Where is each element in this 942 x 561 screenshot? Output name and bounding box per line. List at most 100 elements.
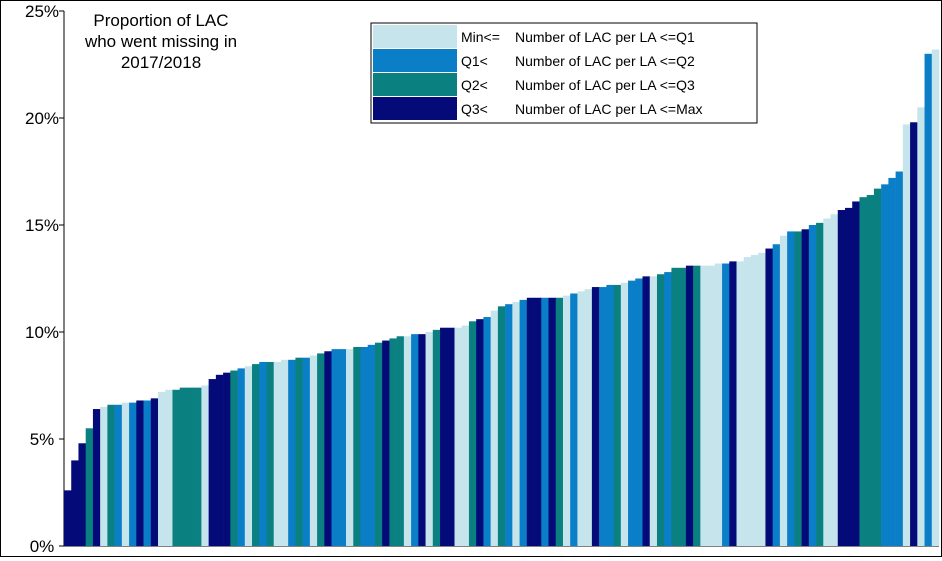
bar <box>143 400 152 546</box>
bar <box>440 327 448 546</box>
chart-title-line-1: Proportion of LAC <box>93 11 228 30</box>
bar <box>100 406 108 546</box>
bar <box>700 265 708 546</box>
bar <box>92 409 101 546</box>
bar <box>353 346 361 546</box>
bar <box>280 359 289 546</box>
bar <box>346 349 354 546</box>
bar <box>447 327 455 546</box>
bar <box>736 261 745 546</box>
bar <box>244 366 253 546</box>
bar <box>237 368 246 546</box>
bar <box>194 387 202 546</box>
bar <box>881 184 889 546</box>
bar <box>671 267 679 546</box>
bar <box>208 379 217 546</box>
bar <box>324 351 332 546</box>
legend-label: Number of LAC per LA <=Q1 <box>515 29 695 45</box>
bar <box>411 334 419 546</box>
bar <box>837 210 846 546</box>
y-tick-label: 10% <box>25 323 59 342</box>
legend-swatch <box>373 49 457 72</box>
bar <box>649 276 658 546</box>
bar <box>591 287 600 546</box>
bar <box>367 344 376 546</box>
bar <box>852 201 860 546</box>
bar <box>750 254 759 546</box>
bar <box>302 357 311 546</box>
bar <box>129 402 137 546</box>
bar <box>555 297 564 546</box>
bar <box>570 293 578 546</box>
y-tick-label: 20% <box>25 109 59 128</box>
bar <box>678 267 687 546</box>
bar <box>78 443 86 546</box>
bar <box>808 225 817 546</box>
bar <box>635 278 643 546</box>
bar <box>425 332 434 546</box>
bar <box>888 177 896 547</box>
bar <box>266 361 275 546</box>
bar <box>71 460 79 546</box>
bar <box>866 195 875 547</box>
chart-title-line-3: 2017/2018 <box>121 53 201 72</box>
legend-label: Number of LAC per LA <=Q3 <box>515 77 695 93</box>
bar <box>534 297 542 546</box>
bar <box>599 287 607 546</box>
bar <box>476 319 484 546</box>
bar <box>656 274 665 546</box>
bar <box>172 389 180 546</box>
bar <box>548 297 557 546</box>
bar <box>179 387 188 546</box>
bar <box>505 304 513 546</box>
y-tick-label: 25% <box>25 2 59 21</box>
bar <box>382 340 390 546</box>
bar <box>309 355 318 546</box>
bar <box>121 402 130 546</box>
legend-label: Number of LAC per LA <=Max <box>515 101 703 117</box>
bar <box>743 257 752 546</box>
bar <box>772 244 781 546</box>
bar <box>642 276 651 546</box>
bar <box>186 387 195 546</box>
bar <box>338 349 347 546</box>
legend-label: Number of LAC per LA <=Q2 <box>515 53 695 69</box>
bar <box>844 207 853 546</box>
bar <box>288 359 296 546</box>
bar <box>859 197 867 546</box>
legend-swatch <box>373 73 457 96</box>
bar <box>526 297 535 546</box>
bar <box>317 353 325 546</box>
bar <box>693 265 701 546</box>
legend-prefix: Q1< <box>461 53 488 69</box>
bar <box>541 297 549 546</box>
bar <box>461 325 470 546</box>
bar <box>924 53 933 547</box>
bar <box>165 389 173 546</box>
bar <box>707 265 716 546</box>
bar <box>107 404 115 546</box>
bar <box>158 391 166 546</box>
bar <box>664 272 672 546</box>
legend-prefix: Q2< <box>461 77 488 93</box>
chart-title: Proportion of LAC who went missing in 20… <box>84 11 237 72</box>
bar <box>562 295 571 546</box>
bars <box>64 49 940 547</box>
bar <box>374 342 383 546</box>
bar <box>873 188 882 546</box>
bar <box>787 231 795 547</box>
bar <box>418 334 426 546</box>
bar <box>613 284 622 546</box>
legend: Min<= Number of LAC per LA <=Q1 Q1< Number … <box>370 22 758 124</box>
bar <box>584 289 593 546</box>
bar <box>823 218 831 546</box>
bar <box>490 310 499 546</box>
bar <box>389 338 397 546</box>
bar <box>816 222 824 547</box>
bar <box>295 357 303 546</box>
bar <box>519 299 528 546</box>
bar <box>765 248 773 547</box>
bar <box>801 229 810 546</box>
